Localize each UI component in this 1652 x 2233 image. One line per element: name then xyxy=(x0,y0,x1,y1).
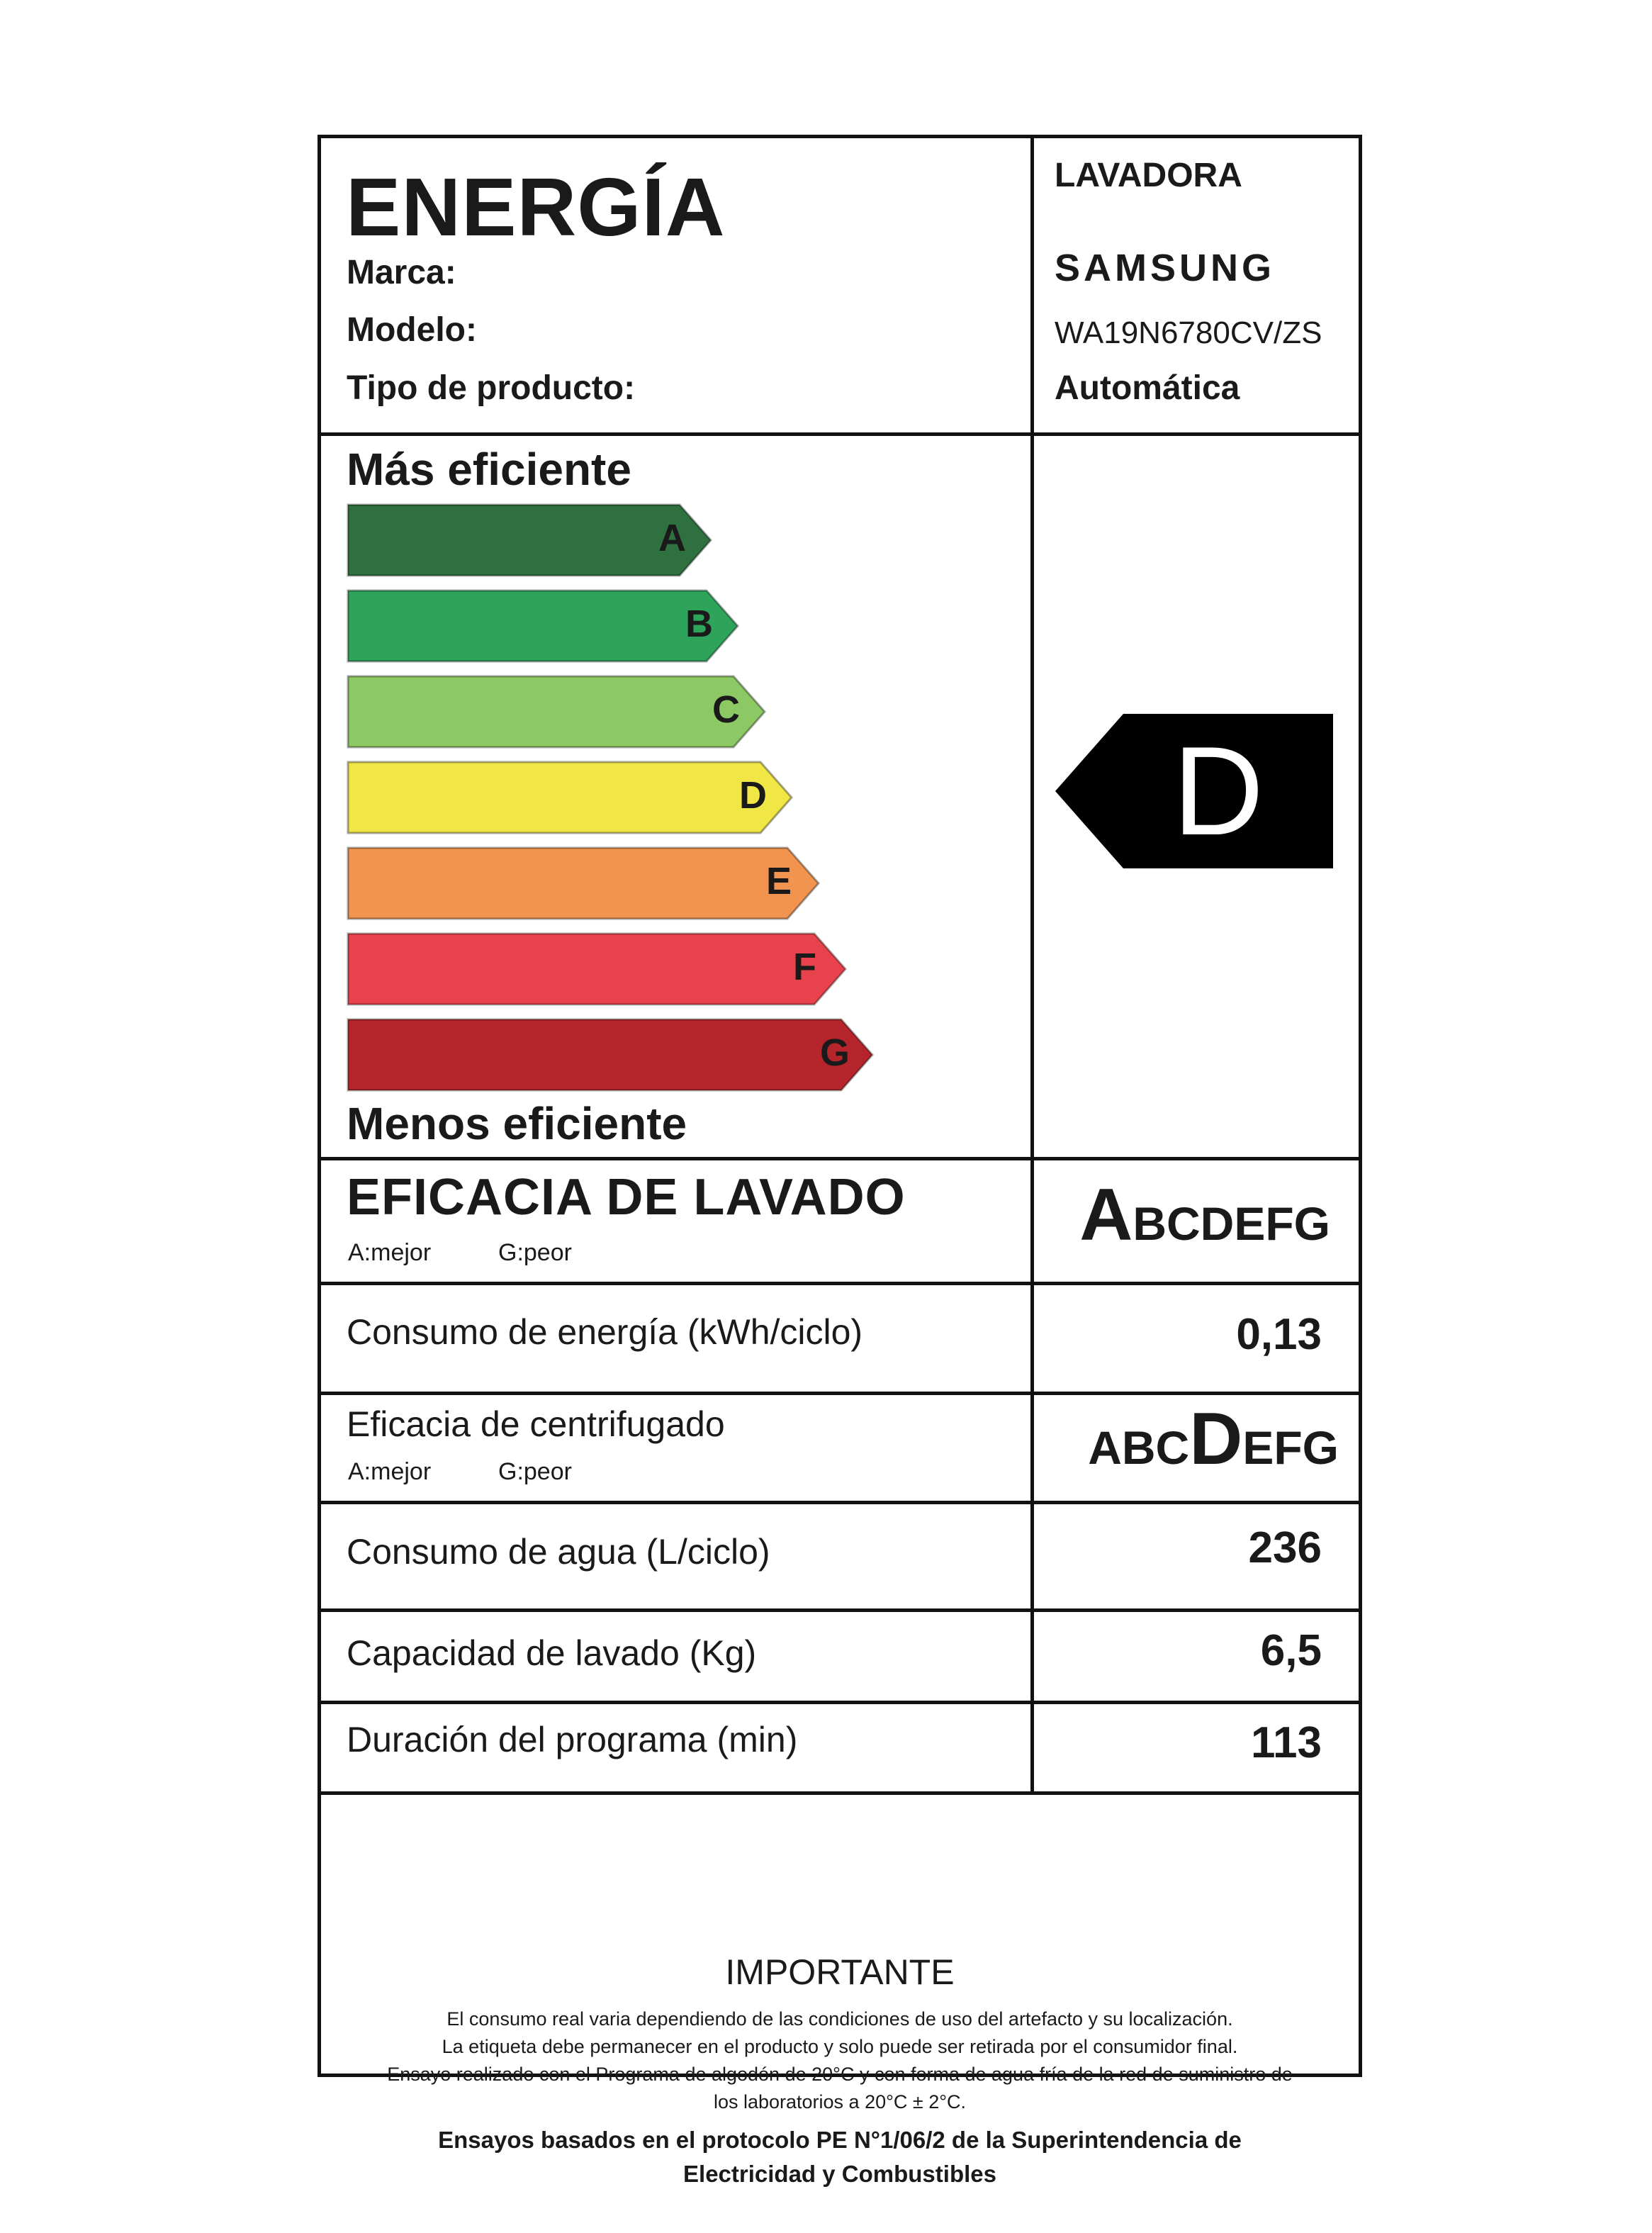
least-efficient-label: Menos eficiente xyxy=(347,1098,687,1149)
important-line: La etiqueta debe permanecer en el produc… xyxy=(442,2036,1238,2057)
efficiency-bar-c: C xyxy=(347,675,769,749)
most-efficient-label: Más eficiente xyxy=(347,444,631,495)
efficiency-bar-f: F xyxy=(347,932,850,1006)
spin-efficacy-classes: ABCDEFG xyxy=(1088,1397,1339,1482)
divider xyxy=(321,1282,1359,1285)
model-label: Modelo: xyxy=(347,311,477,349)
divider xyxy=(321,1157,1359,1160)
energy-label: ENERGÍA Marca: Modelo: Tipo de producto:… xyxy=(318,135,1362,2187)
divider xyxy=(321,1791,1359,1795)
wash-class-selected: A xyxy=(1079,1174,1133,1256)
spin-class-after: EFG xyxy=(1242,1421,1339,1474)
energy-consumption-label: Consumo de energía (kWh/ciclo) xyxy=(347,1312,863,1352)
efficiency-bar-letter: G xyxy=(820,1031,850,1074)
wash-capacity-label: Capacidad de lavado (Kg) xyxy=(347,1633,757,1673)
divider xyxy=(321,1608,1359,1612)
efficiency-bar-a: A xyxy=(347,503,715,577)
spin-best-note: A:mejor xyxy=(348,1458,432,1485)
spin-worst-note: G:peor xyxy=(498,1458,572,1485)
energy-consumption-value: 0,13 xyxy=(1236,1310,1322,1359)
column-divider xyxy=(1030,138,1034,1795)
rating-letter: D xyxy=(1172,720,1264,861)
type-label: Tipo de producto: xyxy=(347,369,636,407)
important-line: El consumo real varia dependiendo de las… xyxy=(446,2008,1233,2030)
water-consumption-label: Consumo de agua (L/ciclo) xyxy=(347,1532,770,1572)
efficiency-bar-letter: E xyxy=(766,860,792,902)
spin-efficacy-label: Eficacia de centrifugado xyxy=(347,1404,725,1444)
spin-class-selected: D xyxy=(1189,1398,1243,1480)
efficiency-bar-letter: C xyxy=(712,688,740,731)
divider xyxy=(321,1501,1359,1504)
divider xyxy=(321,432,1359,436)
efficiency-bar-letter: A xyxy=(658,517,686,559)
program-duration-value: 113 xyxy=(1250,1718,1322,1767)
appliance-type: LAVADORA xyxy=(1055,157,1242,194)
divider xyxy=(321,1392,1359,1395)
wash-efficacy-classes: ABCDEFG xyxy=(1079,1173,1330,1258)
model-value: WA19N6780CV/ZS xyxy=(1055,315,1322,350)
wash-efficacy-title: EFICACIA DE LAVADO xyxy=(347,1169,906,1226)
brand-label: Marca: xyxy=(347,254,456,291)
spin-class-before: ABC xyxy=(1088,1421,1190,1474)
label-title: ENERGÍA xyxy=(346,161,726,253)
rating-indicator: D xyxy=(1055,714,1333,868)
efficiency-bar-letter: B xyxy=(685,603,713,645)
wash-worst-note: G:peor xyxy=(498,1239,572,1266)
efficiency-bar-e: E xyxy=(347,846,823,920)
brand-value: SAMSUNG xyxy=(1055,247,1276,289)
water-consumption-value: 236 xyxy=(1248,1523,1322,1572)
wash-class-rest: BCDEFG xyxy=(1133,1197,1330,1250)
important-line: Ensayo realizado con el Programa de algo… xyxy=(387,2064,1293,2085)
important-line: los laboratorios a 20°C ± 2°C. xyxy=(713,2091,967,2112)
efficiency-bar-letter: D xyxy=(739,774,767,817)
protocol-note: Ensayos basados en el protocolo PE N°1/0… xyxy=(438,2127,1242,2153)
efficiency-bar-d: D xyxy=(347,761,796,834)
wash-capacity-value: 6,5 xyxy=(1260,1626,1322,1675)
protocol-note: Electricidad y Combustibles xyxy=(683,2161,996,2187)
efficiency-bar-letter: F xyxy=(793,946,816,988)
efficiency-bar-g: G xyxy=(347,1018,877,1092)
program-duration-label: Duración del programa (min) xyxy=(347,1720,798,1759)
wash-best-note: A:mejor xyxy=(348,1239,432,1266)
efficiency-bar-b: B xyxy=(347,589,742,663)
divider xyxy=(321,1701,1359,1704)
important-title: IMPORTANTE xyxy=(725,1952,955,1992)
type-value: Automática xyxy=(1055,369,1240,407)
